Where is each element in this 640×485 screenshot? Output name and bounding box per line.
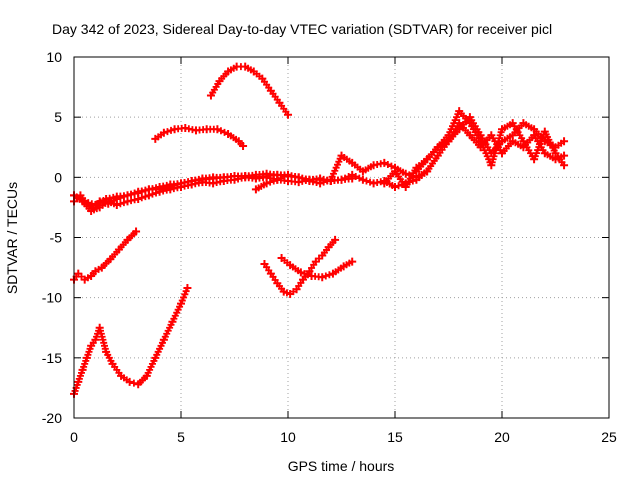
data-point xyxy=(560,137,569,146)
data-point xyxy=(284,170,292,179)
data-point-interp xyxy=(270,177,278,185)
data-point-interp xyxy=(322,272,330,280)
data-point xyxy=(166,182,175,191)
y-tick-label: -5 xyxy=(50,230,63,246)
y-tick-label: 0 xyxy=(54,169,62,185)
data-point-interp xyxy=(304,271,312,279)
series-arc-mid-u xyxy=(277,253,357,282)
x-tick-label: 10 xyxy=(280,429,296,445)
x-tick-label: 5 xyxy=(177,429,185,445)
data-point xyxy=(239,142,248,151)
data-point-interp xyxy=(300,270,308,278)
data-point-interp xyxy=(170,182,178,190)
data-point-interp xyxy=(127,190,135,198)
x-axis-label: GPS time / hours xyxy=(288,458,395,474)
y-axis: -20 -15 -10 -5 0 5 10 xyxy=(42,49,609,426)
data-point-interp xyxy=(88,200,96,208)
data-point-interp xyxy=(325,271,333,279)
data-point-interp xyxy=(130,379,138,387)
data-point xyxy=(125,377,134,386)
series-layer xyxy=(70,62,569,398)
data-point-interp xyxy=(173,181,181,189)
data-point-interp xyxy=(138,194,146,202)
data-point xyxy=(284,110,292,119)
data-point xyxy=(348,257,357,266)
data-point-interp xyxy=(362,177,370,185)
x-tick-label: 25 xyxy=(601,429,617,445)
data-point-interp xyxy=(120,199,128,207)
data-point xyxy=(296,268,305,277)
series-arc-upper xyxy=(151,123,248,151)
series-track-f xyxy=(412,113,569,176)
data-point xyxy=(213,125,222,134)
data-point-interp xyxy=(131,189,139,197)
data-point-interp xyxy=(84,199,92,207)
data-point xyxy=(159,128,168,137)
data-point-interp xyxy=(395,182,403,190)
data-point-interp xyxy=(352,173,360,181)
data-point xyxy=(560,151,569,160)
y-tick-label: 10 xyxy=(46,49,62,65)
series-arc-bottom xyxy=(70,284,192,398)
data-point-interp xyxy=(217,127,225,135)
series-arc-top xyxy=(206,62,292,119)
y-tick-label: -15 xyxy=(42,350,62,366)
data-point xyxy=(183,284,192,293)
data-point xyxy=(337,175,346,184)
data-point-interp xyxy=(366,178,374,186)
data-point xyxy=(331,235,340,244)
x-tick-label: 0 xyxy=(70,429,78,445)
x-tick-label: 15 xyxy=(387,429,403,445)
series-track-g xyxy=(70,169,292,210)
y-tick-label: -10 xyxy=(42,290,62,306)
data-point xyxy=(560,161,569,170)
series-arc-left-mid xyxy=(70,227,141,284)
x-tick-label: 20 xyxy=(494,429,510,445)
data-point-interp xyxy=(266,178,274,186)
series-arc-mid-v xyxy=(260,235,340,299)
data-point-interp xyxy=(163,128,171,136)
data-point-interp xyxy=(298,175,306,183)
data-point-interp xyxy=(384,160,392,168)
data-point-interp xyxy=(167,126,175,134)
y-tick-label: -20 xyxy=(42,410,62,426)
x-axis: 0 5 10 15 20 25 xyxy=(70,57,617,445)
data-point-interp xyxy=(302,176,310,184)
y-axis-label: SDTVAR / TECUs xyxy=(4,182,20,294)
data-point xyxy=(132,227,141,236)
data-point-interp xyxy=(341,174,349,182)
data-point-interp xyxy=(320,178,328,186)
data-point-interp xyxy=(141,193,149,201)
data-point-interp xyxy=(116,200,124,208)
y-tick-label: 5 xyxy=(54,109,62,125)
chart-title: Day 342 of 2023, Sidereal Day-to-day VTE… xyxy=(52,21,552,37)
data-point xyxy=(391,182,399,191)
